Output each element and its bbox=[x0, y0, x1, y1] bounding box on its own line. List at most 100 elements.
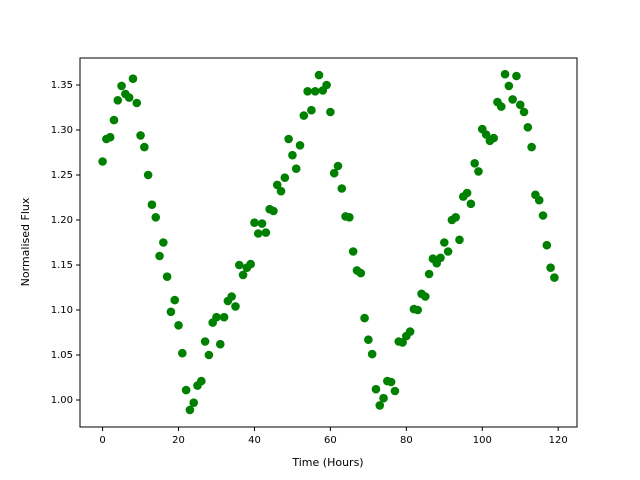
y-tick-label: 1.30 bbox=[51, 125, 73, 136]
point bbox=[470, 159, 479, 168]
point bbox=[364, 335, 373, 345]
point bbox=[451, 213, 460, 222]
point bbox=[200, 337, 210, 346]
point bbox=[132, 98, 142, 108]
point bbox=[329, 168, 339, 178]
point bbox=[299, 111, 309, 120]
x-axis-label: Time (Hours) bbox=[291, 456, 363, 469]
point bbox=[178, 348, 187, 358]
point bbox=[337, 184, 347, 193]
point bbox=[390, 386, 400, 396]
point bbox=[253, 229, 263, 238]
point bbox=[546, 263, 555, 273]
point bbox=[257, 219, 267, 228]
point bbox=[189, 398, 199, 408]
point bbox=[174, 321, 183, 330]
x-tick-label: 0 bbox=[99, 435, 105, 446]
point bbox=[140, 142, 149, 152]
x-tick-label: 60 bbox=[324, 435, 337, 446]
point bbox=[197, 376, 206, 386]
point bbox=[333, 161, 343, 171]
point bbox=[436, 253, 445, 263]
y-tick-label: 1.05 bbox=[51, 350, 73, 361]
point bbox=[455, 235, 464, 245]
point bbox=[166, 307, 176, 317]
point bbox=[227, 292, 236, 301]
point bbox=[303, 87, 312, 96]
point bbox=[527, 142, 536, 152]
point bbox=[143, 170, 153, 180]
point bbox=[234, 260, 244, 270]
point bbox=[371, 384, 381, 394]
point bbox=[379, 393, 388, 403]
point bbox=[147, 200, 157, 209]
point bbox=[269, 206, 278, 216]
point bbox=[542, 240, 552, 250]
point bbox=[105, 132, 115, 142]
point bbox=[360, 313, 369, 323]
point bbox=[276, 186, 286, 196]
point bbox=[98, 157, 107, 166]
point bbox=[489, 133, 498, 143]
point bbox=[113, 96, 123, 105]
point bbox=[250, 218, 259, 227]
point bbox=[356, 268, 366, 278]
point bbox=[117, 81, 126, 91]
point bbox=[272, 180, 282, 190]
point bbox=[326, 107, 335, 117]
y-tick-label: 1.10 bbox=[51, 305, 73, 316]
point bbox=[386, 377, 396, 387]
point bbox=[314, 70, 324, 80]
point bbox=[307, 105, 316, 115]
point bbox=[310, 87, 320, 96]
y-tick-label: 1.25 bbox=[51, 170, 73, 181]
point bbox=[261, 228, 271, 237]
point bbox=[500, 69, 510, 79]
x-tick-label: 100 bbox=[473, 435, 492, 446]
point bbox=[512, 71, 521, 81]
point bbox=[238, 270, 248, 280]
x-tick-label: 80 bbox=[400, 435, 413, 446]
point bbox=[348, 247, 358, 256]
point bbox=[466, 199, 476, 209]
y-axis-label: Normalised Flux bbox=[19, 197, 32, 286]
point bbox=[474, 167, 483, 176]
point bbox=[219, 312, 229, 322]
plot-frame bbox=[79, 57, 578, 428]
point bbox=[440, 238, 449, 247]
point bbox=[162, 272, 172, 282]
point bbox=[212, 312, 221, 322]
point bbox=[398, 338, 407, 347]
point bbox=[215, 339, 225, 349]
point bbox=[136, 131, 145, 140]
point bbox=[519, 107, 529, 117]
point bbox=[375, 401, 385, 410]
point bbox=[534, 195, 544, 205]
point bbox=[413, 305, 423, 315]
point bbox=[288, 150, 297, 160]
point bbox=[181, 385, 191, 395]
point bbox=[496, 102, 506, 111]
point bbox=[246, 259, 255, 269]
point bbox=[421, 292, 430, 301]
point bbox=[523, 123, 533, 132]
point bbox=[424, 269, 434, 279]
point bbox=[231, 302, 240, 311]
point bbox=[280, 173, 290, 182]
point bbox=[481, 130, 491, 139]
x-tick-label: 40 bbox=[248, 435, 261, 446]
point bbox=[322, 80, 331, 90]
point bbox=[515, 100, 525, 110]
point bbox=[185, 405, 195, 415]
point bbox=[159, 238, 168, 247]
y-tick-label: 1.00 bbox=[51, 395, 73, 406]
point bbox=[151, 213, 161, 222]
point bbox=[504, 81, 514, 91]
point bbox=[550, 273, 559, 282]
point bbox=[345, 213, 354, 222]
point bbox=[367, 349, 377, 359]
y-tick-label: 1.35 bbox=[51, 80, 73, 91]
point bbox=[508, 95, 517, 104]
point bbox=[128, 74, 138, 83]
